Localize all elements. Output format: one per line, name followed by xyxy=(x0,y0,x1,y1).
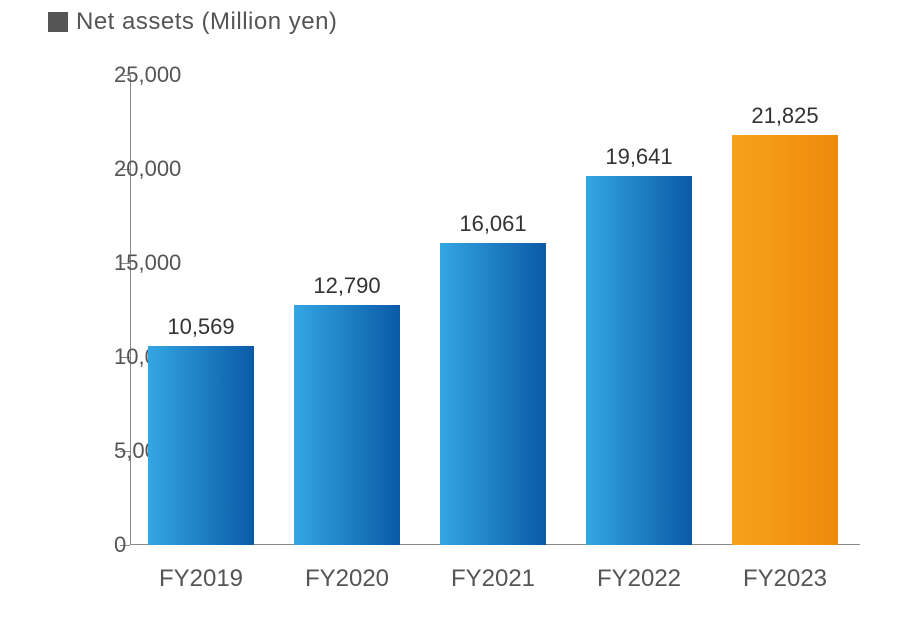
bar-value-label: 21,825 xyxy=(751,103,818,129)
bar-chart: 05,00010,00015,00020,00025,00010,569FY20… xyxy=(130,75,860,545)
bar xyxy=(148,346,254,545)
bar-value-label: 16,061 xyxy=(459,211,526,237)
x-axis-label: FY2022 xyxy=(597,565,681,593)
bar xyxy=(294,305,400,545)
bar xyxy=(440,243,546,545)
legend-swatch-icon xyxy=(48,12,68,32)
chart-legend: Net assets (Million yen) xyxy=(48,8,337,36)
bar-value-label: 12,790 xyxy=(313,273,380,299)
bar-value-label: 10,569 xyxy=(167,314,234,340)
legend-label: Net assets (Million yen) xyxy=(76,8,337,36)
x-axis-label: FY2020 xyxy=(305,565,389,593)
bar xyxy=(732,135,838,545)
x-axis-label: FY2023 xyxy=(743,565,827,593)
y-axis-line xyxy=(130,75,131,545)
bar-value-label: 19,641 xyxy=(605,144,672,170)
x-axis-label: FY2021 xyxy=(451,565,535,593)
x-axis-label: FY2019 xyxy=(159,565,243,593)
bar xyxy=(586,176,692,545)
